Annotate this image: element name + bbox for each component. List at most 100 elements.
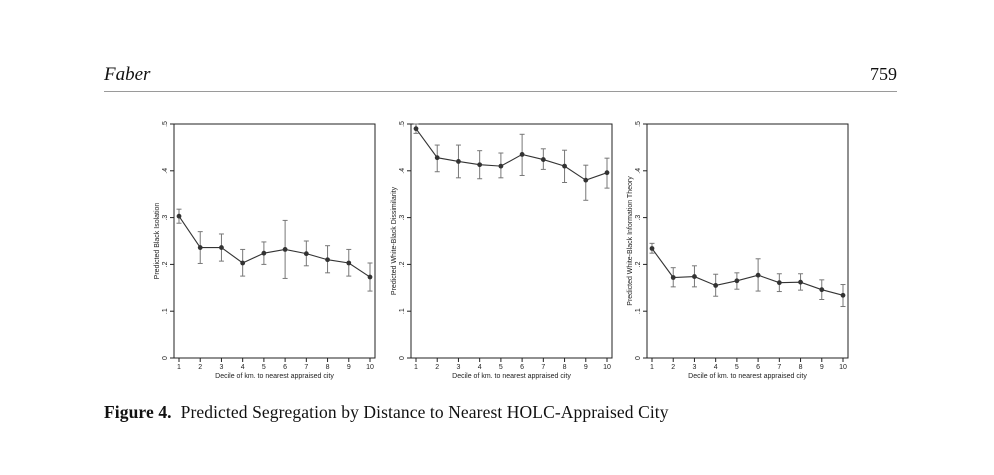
y-tick-label: .3 xyxy=(635,215,642,221)
x-tick-label: 3 xyxy=(456,364,460,371)
plot-frame xyxy=(646,123,849,359)
x-axis-label: Decile of km. to nearest appraised city xyxy=(215,373,334,380)
data-point xyxy=(840,292,846,298)
x-tick-label: 1 xyxy=(414,364,418,371)
data-point xyxy=(519,152,525,157)
data-point xyxy=(325,257,330,263)
data-point xyxy=(692,274,697,279)
x-tick-label: 9 xyxy=(584,364,588,371)
x-axis-label: Decile of km. to nearest appraised city xyxy=(688,373,807,380)
y-tick-label: 0 xyxy=(399,356,406,360)
x-tick-label: 7 xyxy=(777,364,781,371)
data-point xyxy=(197,245,203,250)
data-point xyxy=(583,177,589,183)
data-point xyxy=(776,280,782,286)
data-point xyxy=(798,279,803,285)
data-point xyxy=(303,251,309,257)
data-point xyxy=(713,283,719,288)
data-point xyxy=(649,246,655,251)
data-point xyxy=(219,245,224,250)
x-tick-label: 4 xyxy=(714,364,718,371)
y-axis-label: Predicted White-Black Information Theory xyxy=(627,176,634,306)
plot-frame xyxy=(173,123,376,359)
data-point xyxy=(755,272,761,278)
series-line xyxy=(178,215,371,278)
data-point xyxy=(456,159,461,164)
data-point xyxy=(367,274,373,280)
y-axis-label: Predicted Black Isolation xyxy=(154,203,161,280)
y-tick-label: 0 xyxy=(162,356,169,360)
plot-frame xyxy=(410,123,613,359)
y-tick-label: 0 xyxy=(635,356,642,360)
data-point xyxy=(498,163,504,169)
x-tick-label: 9 xyxy=(820,364,824,371)
series-line xyxy=(415,128,608,181)
chart-panel-black-isolation: 0 .1 .2 .3 .4 .5 1 2 3 4 5 6 7 8 9 10 Decile of km. to n… xyxy=(148,116,388,388)
x-tick-label: 7 xyxy=(304,364,308,371)
y-tick-label: .2 xyxy=(399,261,406,267)
y-tick-label: .1 xyxy=(399,308,406,314)
x-tick-label: 6 xyxy=(520,364,524,371)
y-axis-label: Predicted White-Black Dissimilarity xyxy=(391,186,398,295)
chart-panel-information-theory: 0 .1 .2 .3 .4 .5 1 2 3 4 5 6 7 8 9 10 Decile of km. to n… xyxy=(621,116,861,388)
data-point xyxy=(282,247,288,252)
page-number: 759 xyxy=(870,64,897,84)
figure-caption: Figure 4. Predicted Segregation by Dista… xyxy=(104,402,669,423)
y-tick-label: .4 xyxy=(635,168,642,174)
x-tick-label: 8 xyxy=(563,364,567,371)
y-tick-label: .3 xyxy=(162,215,169,221)
x-tick-label: 3 xyxy=(692,364,696,371)
x-tick-label: 9 xyxy=(347,364,351,371)
x-tick-label: 10 xyxy=(839,364,847,371)
x-tick-label: 7 xyxy=(541,364,545,371)
y-tick-label: .2 xyxy=(635,261,642,267)
x-tick-label: 1 xyxy=(650,364,654,371)
running-head-author: Faber xyxy=(104,64,151,85)
data-point xyxy=(604,170,610,176)
data-point xyxy=(670,275,676,280)
y-tick-label: .1 xyxy=(162,308,169,314)
x-tick-label: 8 xyxy=(799,364,803,371)
data-point xyxy=(240,260,246,266)
x-tick-label: 5 xyxy=(499,364,503,371)
y-tick-label: .3 xyxy=(399,215,406,221)
x-tick-label: 5 xyxy=(262,364,266,371)
y-tick-label: .5 xyxy=(635,121,642,127)
x-tick-label: 2 xyxy=(671,364,675,371)
chart-svg: 0 .1 .2 .3 .4 .5 1 2 3 4 5 6 7 8 9 10 Decile of km. to n… xyxy=(391,121,613,380)
data-point xyxy=(176,213,182,219)
x-tick-label: 6 xyxy=(283,364,287,371)
x-tick-label: 2 xyxy=(435,364,439,371)
x-tick-label: 2 xyxy=(198,364,202,371)
x-axis-label: Decile of km. to nearest appraised city xyxy=(452,373,571,380)
data-point xyxy=(734,278,740,284)
x-tick-label: 1 xyxy=(177,364,181,371)
data-point xyxy=(562,163,567,169)
y-tick-label: .1 xyxy=(635,308,642,314)
y-tick-label: .5 xyxy=(399,121,406,127)
data-point xyxy=(434,155,440,161)
x-tick-label: 4 xyxy=(241,364,245,371)
data-point xyxy=(540,157,546,162)
y-tick-label: .2 xyxy=(162,261,169,267)
chart-svg: 0 .1 .2 .3 .4 .5 1 2 3 4 5 6 7 8 9 10 Decile of km. to n… xyxy=(627,121,849,380)
data-point xyxy=(261,250,267,256)
chart-panel-dissimilarity: 0 .1 .2 .3 .4 .5 1 2 3 4 5 6 7 8 9 10 Decile of km. to n… xyxy=(385,116,625,388)
y-tick-label: .4 xyxy=(399,168,406,174)
header-rule xyxy=(104,91,897,92)
y-tick-label: .5 xyxy=(162,121,169,127)
x-tick-label: 3 xyxy=(219,364,223,371)
x-tick-label: 4 xyxy=(478,364,482,371)
data-point xyxy=(346,260,352,266)
x-tick-label: 5 xyxy=(735,364,739,371)
x-tick-label: 6 xyxy=(756,364,760,371)
data-point xyxy=(819,287,825,293)
chart-svg: 0 .1 .2 .3 .4 .5 1 2 3 4 5 6 7 8 9 10 Decile of km. to n… xyxy=(154,121,376,380)
data-point xyxy=(413,126,419,132)
figure-title: Predicted Segregation by Distance to Nea… xyxy=(180,402,669,422)
series-line xyxy=(651,248,844,296)
figure-label: Figure 4. xyxy=(104,402,172,422)
x-tick-label: 10 xyxy=(603,364,611,371)
y-tick-label: .4 xyxy=(162,168,169,174)
data-point xyxy=(477,162,483,168)
